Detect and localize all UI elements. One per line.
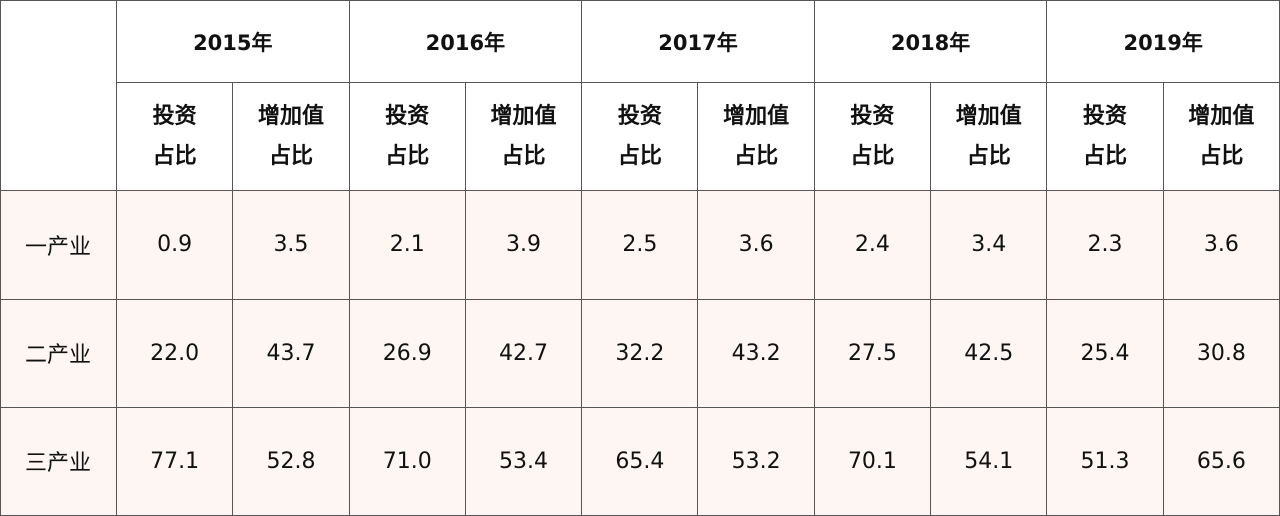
data-cell: 52.8 <box>232 406 350 516</box>
sub-header-line: 增加值 <box>1188 103 1255 129</box>
data-cell: 42.7 <box>464 298 583 408</box>
sub-header-line: 占比 <box>734 143 779 169</box>
data-cell: 27.5 <box>813 298 932 408</box>
sub-header: 投资 占比 <box>813 82 932 192</box>
year-header: 2016年 <box>348 0 583 84</box>
data-cell: 2.1 <box>348 190 466 300</box>
data-cell: 77.1 <box>115 406 234 516</box>
data-cell: 43.2 <box>697 298 815 408</box>
data-cell: 30.8 <box>1162 298 1280 408</box>
sub-header: 投资 占比 <box>581 82 699 192</box>
sub-header-row: 投资 占比 增加值 占比 投资 占比 增加值 占比 投资 占比 增加值 占比 投资 占比 增加值 占比 投资 占比… <box>1 82 1280 192</box>
sub-header-line: 占比 <box>617 143 662 169</box>
year-header-row: 2015年 2016年 2017年 2018年 2019年 <box>0 0 1280 192</box>
row-label: 一产业 <box>0 190 117 300</box>
sub-header: 投资 占比 <box>115 82 234 192</box>
sub-header: 投资 占比 <box>348 82 466 192</box>
sub-header-line: 占比 <box>152 143 197 169</box>
sub-header-line: 占比 <box>1199 143 1244 169</box>
sub-header: 投资 占比 <box>1046 82 1164 192</box>
sub-header: 增加值 占比 <box>464 82 583 192</box>
row-label: 三产业 <box>0 406 117 516</box>
sub-header-line: 占比 <box>966 143 1011 169</box>
data-cell: 25.4 <box>1046 298 1164 408</box>
data-row: 一产业 0.9 3.5 2.1 3.9 2.5 3.6 2.4 3.4 2.3 3.6 <box>0 190 1280 300</box>
data-cell: 53.4 <box>464 406 583 516</box>
year-header: 2015年 <box>116 0 350 84</box>
sub-header-line: 占比 <box>385 143 430 169</box>
sub-header-line: 投资 <box>617 103 662 129</box>
data-cell: 3.9 <box>464 190 583 300</box>
sub-header-line: 占比 <box>268 143 313 169</box>
sub-header-line: 增加值 <box>955 103 1022 129</box>
year-header: 2019年 <box>1046 0 1280 84</box>
data-cell: 0.9 <box>115 190 234 300</box>
data-cell: 70.1 <box>813 406 932 516</box>
data-cell: 3.6 <box>697 190 815 300</box>
data-cell: 42.5 <box>930 298 1048 408</box>
data-cell: 43.7 <box>232 298 350 408</box>
row-label: 二产业 <box>0 298 117 408</box>
data-cell: 2.5 <box>581 190 699 300</box>
sub-header-line: 占比 <box>850 143 895 169</box>
corner-cell <box>0 0 117 192</box>
sub-header-line: 投资 <box>1083 103 1128 129</box>
year-header: 2018年 <box>813 0 1048 84</box>
sub-header: 增加值 占比 <box>697 82 815 192</box>
data-cell: 2.4 <box>813 190 932 300</box>
data-cell: 26.9 <box>348 298 466 408</box>
data-row: 二产业 22.0 43.7 26.9 42.7 32.2 43.2 27.5 42.5 25.4 3… <box>0 298 1280 408</box>
sub-header-line: 占比 <box>501 143 546 169</box>
data-cell: 54.1 <box>930 406 1048 516</box>
data-cell: 65.6 <box>1162 406 1280 516</box>
data-cell: 3.4 <box>930 190 1048 300</box>
data-cell: 2.3 <box>1046 190 1164 300</box>
data-cell: 3.6 <box>1162 190 1280 300</box>
data-cell: 65.4 <box>581 406 699 516</box>
data-cell: 51.3 <box>1046 406 1164 516</box>
year-header: 2017年 <box>581 0 815 84</box>
data-cell: 22.0 <box>115 298 234 408</box>
data-cell: 32.2 <box>581 298 699 408</box>
sub-header: 增加值 占比 <box>930 82 1048 192</box>
sub-header: 增加值 占比 <box>1162 82 1280 192</box>
sub-header-line: 增加值 <box>723 103 790 129</box>
data-row: 三产业 77.1 52.8 71.0 53.4 65.4 53.2 70.1 54.1 51.3 6… <box>0 406 1280 516</box>
data-cell: 71.0 <box>348 406 466 516</box>
sub-header: 增加值 占比 <box>232 82 350 192</box>
sub-header-line: 投资 <box>385 103 430 129</box>
sub-header-line: 增加值 <box>257 103 324 129</box>
sub-header-line: 投资 <box>152 103 197 129</box>
sub-header-line: 增加值 <box>490 103 557 129</box>
sub-header-line: 占比 <box>1083 143 1128 169</box>
data-cell: 53.2 <box>697 406 815 516</box>
sub-header-line: 投资 <box>850 103 895 129</box>
data-cell: 3.5 <box>232 190 350 300</box>
